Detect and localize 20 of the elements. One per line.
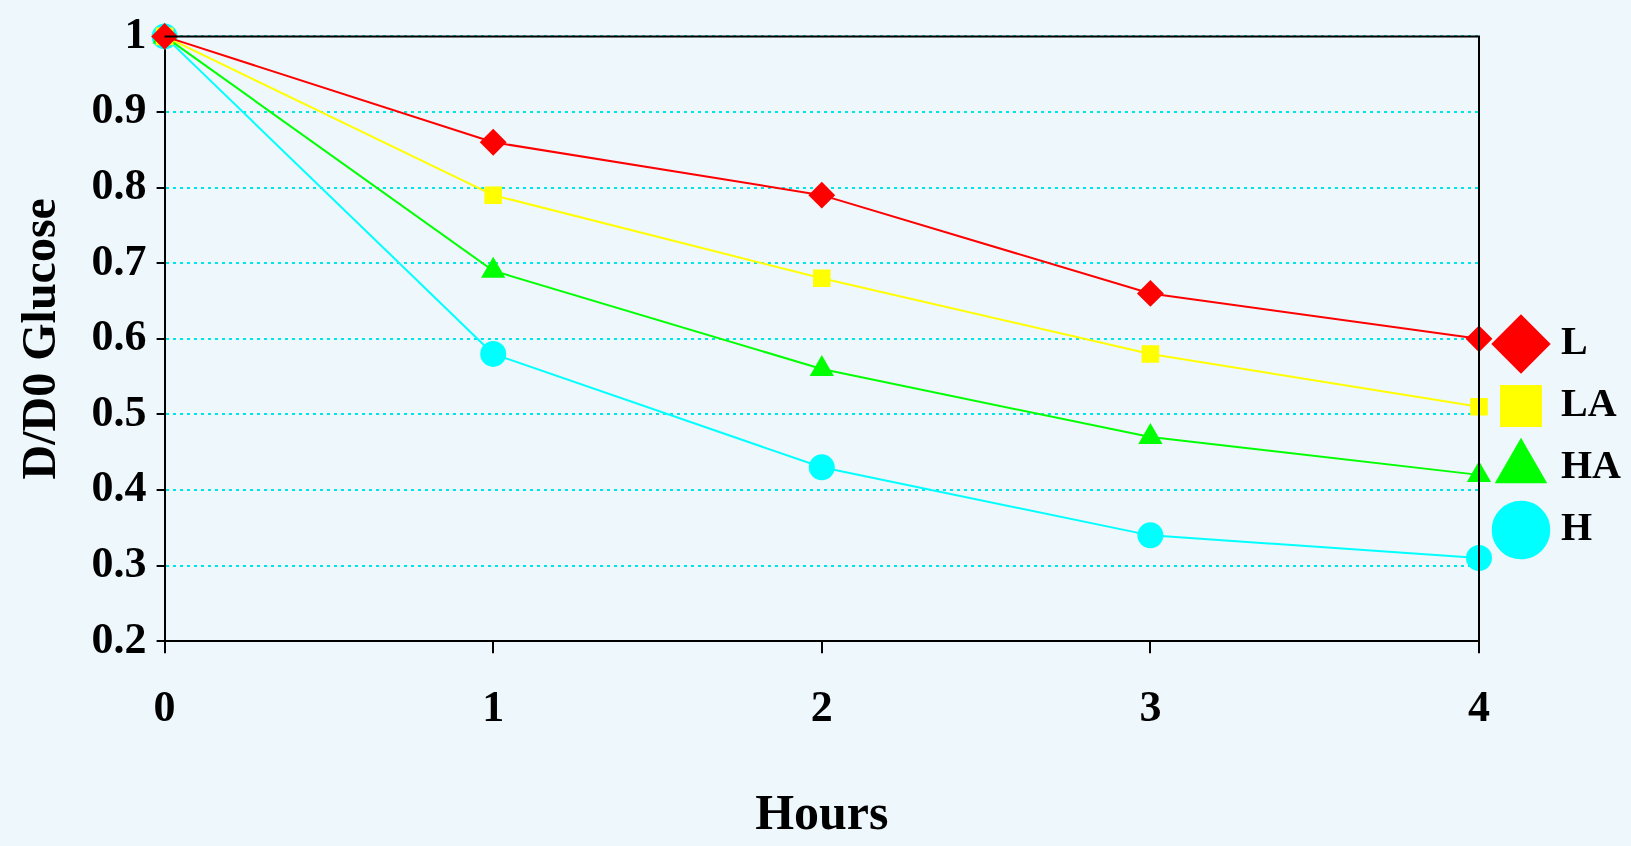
- y-tick-label: 0.6: [91, 311, 147, 361]
- x-tick-label: 1: [482, 681, 505, 731]
- y-tick-label: 0.3: [91, 537, 147, 587]
- x-tick-label: 2: [810, 681, 833, 731]
- y-tick-label: 0.8: [91, 159, 147, 209]
- x-tick-label: 4: [1468, 681, 1490, 731]
- y-tick-label: 1: [124, 8, 147, 58]
- x-axis-title: Hours: [755, 783, 889, 840]
- y-axis-title: D/D0 Glucose: [12, 198, 66, 480]
- y-tick-label: 0.9: [91, 84, 147, 134]
- x-tick-label: 3: [1139, 681, 1162, 731]
- legend-label: LA: [1561, 380, 1617, 426]
- x-tick-label: 0: [153, 681, 176, 731]
- y-tick-label: 0.2: [91, 613, 147, 663]
- legend-label: H: [1561, 504, 1593, 550]
- y-tick-label: 0.4: [91, 462, 147, 512]
- y-tick-label: 0.5: [91, 386, 147, 436]
- legend-label: HA: [1561, 442, 1622, 488]
- legend-label: L: [1561, 318, 1588, 364]
- y-tick-label: 0.7: [91, 235, 147, 285]
